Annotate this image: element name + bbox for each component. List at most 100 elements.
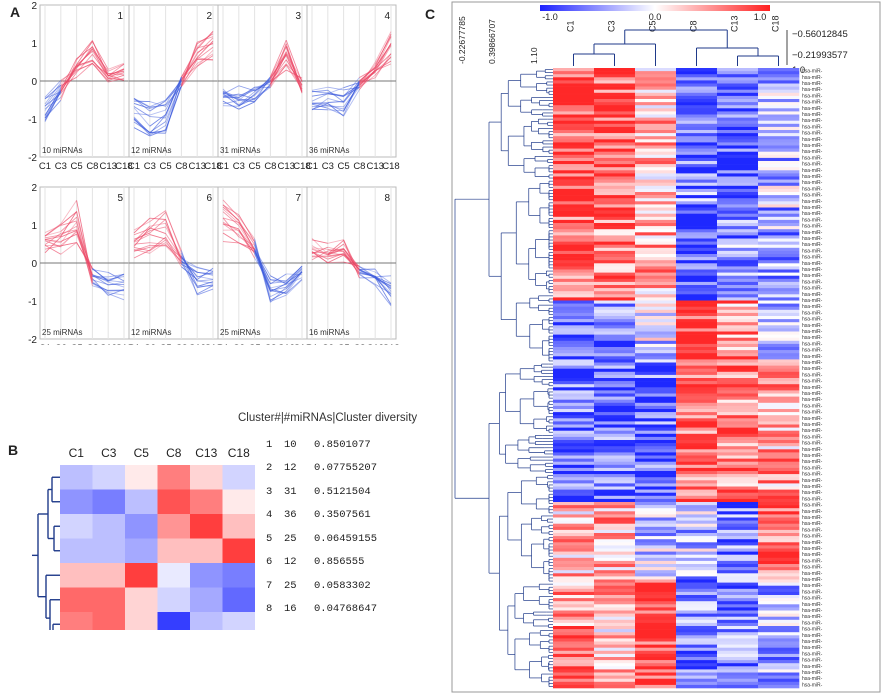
heatmap-cell [594,471,636,475]
profile-line-segment [133,244,150,252]
profile-line-segment [254,77,271,101]
heatmap-cell [553,399,595,404]
row-label: hsa-miR- [802,645,823,651]
heatmap-cell [635,598,677,602]
heatmap-cell [594,108,636,112]
heatmap-cell [594,257,636,261]
heatmap-cell [594,440,636,444]
row-label: hsa-miR- [802,385,823,391]
profile-line-segment [196,40,214,58]
heatmap-cell [635,675,677,679]
heatmap-cell [758,188,800,193]
heatmap-cell [758,235,800,239]
heatmap-cell [594,533,636,537]
profile-line-segment [327,100,344,103]
heatmap-cell [676,226,718,230]
heatmap-cell [758,139,800,143]
profile-line-segment [60,70,77,88]
heatmap-cell [717,254,759,258]
heatmap-cell [635,117,677,121]
profile-line-segment [270,279,287,284]
profile-line-segment [285,40,303,83]
heatmap-cell [553,378,595,382]
profile-line-segment [343,86,360,110]
heatmap-cell [717,412,759,416]
heatmap-cell [717,536,759,540]
heatmap-cell [635,285,677,289]
heatmap-cell [758,585,800,590]
heatmap-cell [717,409,759,413]
heatmap-cell [717,235,759,239]
heatmap-cell [635,86,677,90]
heatmap-cell [635,405,677,410]
heatmap-cell [594,477,636,481]
heatmap-cell [676,663,718,667]
profile-line-segment [270,294,287,302]
heatmap-cell [594,539,636,543]
heatmap-cell [553,564,595,568]
profile-line-segment [108,273,125,282]
heatmap-cell [717,492,759,497]
profile-line-segment [181,59,198,87]
cluster-diversity: 0.5121504 [314,485,371,498]
row-label: hsa-miR- [802,447,823,453]
heatmap-cell [553,415,595,419]
heatmap-cell [758,570,800,574]
profile-line-segment [327,261,344,264]
heatmap-cell [635,325,677,329]
heatmap-cell [553,467,595,472]
heatmap-cell [553,371,595,376]
heatmap-cell [553,316,595,320]
heatmap-cell [594,359,636,363]
subplot-mirna-count: 25 miRNAs [220,328,260,337]
profile-line-segment [254,253,271,292]
heatmap-cell [717,353,759,357]
heatmap-cell [635,350,677,354]
cluster-diversity: 0.3507561 [314,509,371,522]
heatmap-cell [635,195,677,199]
heatmap-cell [676,545,718,549]
heatmap-cell [635,198,677,202]
heatmap-cell [222,489,255,514]
heatmap-cell [635,161,677,165]
profile-line-segment [222,208,240,224]
heatmap-cell [594,523,636,528]
heatmap-cell [553,374,595,379]
profile-line-segment [374,283,392,294]
y-tick-label: 1 [31,221,37,232]
y-tick-label: -1 [28,297,37,308]
heatmap-cell [717,582,759,586]
cluster-diversity: 0.06459155 [314,532,378,545]
heatmap-cell [758,77,800,81]
heatmap-cell [717,148,759,152]
cluster-table-header: Cluster#|#miRNAs|Cluster diversity [238,412,418,424]
heatmap-cell [758,498,800,503]
heatmap-cell [594,83,636,87]
profile-line-segment [181,261,198,269]
heatmap-cell [635,585,677,590]
heatmap-cell [594,378,636,382]
heatmap-cell [553,288,595,292]
heatmap-cell [553,629,595,633]
profile-line-segment [254,79,271,96]
heatmap-cell [717,362,759,366]
heatmap-cell [676,303,718,307]
heatmap-cell [758,350,800,354]
heatmap-cell [594,145,636,149]
row-label: hsa-miR- [802,286,823,292]
heatmap-cell [717,114,759,118]
heatmap-cell [717,433,759,438]
heatmap-cell [594,238,636,242]
heatmap-cell [676,449,718,453]
profile-line-segment [181,66,198,88]
heatmap-cell [676,458,718,462]
heatmap-cell [635,536,677,540]
heatmap-cell [60,465,93,490]
row-label: hsa-miR- [802,211,823,217]
profile-line-segment [133,221,151,231]
profile-line-segment [149,101,166,107]
heatmap-cell [594,80,636,84]
x-tick-label: C3 [233,343,245,345]
heatmap-cell [635,331,677,335]
profile-line-segment [60,229,77,238]
